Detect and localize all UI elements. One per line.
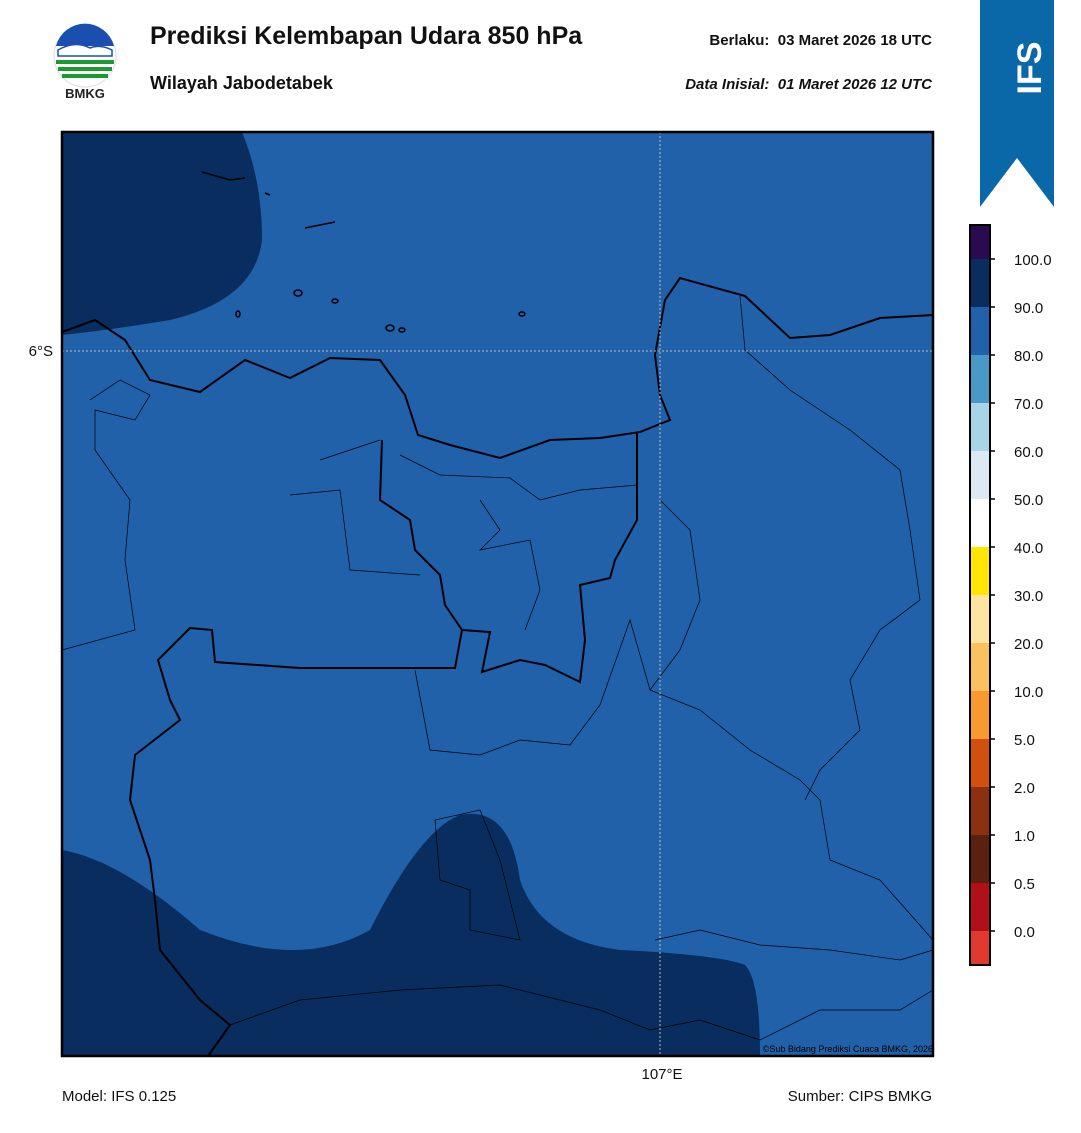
colorbar-tick-label: 100.0 xyxy=(1014,252,1052,269)
badge-text: IFS xyxy=(1011,42,1049,95)
colorbar-tick-label: 40.0 xyxy=(1014,540,1043,557)
colorbar-tick-label: 50.0 xyxy=(1014,492,1043,509)
colorbar-segment xyxy=(970,787,990,835)
colorbar-tick-label: 0.5 xyxy=(1014,876,1035,893)
credit: ©Sub Bidang Prediksi Cuaca BMKG, 2026 xyxy=(763,1044,933,1054)
colorbar-tick-label: 2.0 xyxy=(1014,780,1035,797)
map: ©Sub Bidang Prediksi Cuaca BMKG, 2026 xyxy=(60,130,935,1058)
init-time: Data Inisial: 01 Maret 2026 12 UTC xyxy=(685,76,933,93)
colorbar-tick-label: 90.0 xyxy=(1014,300,1043,317)
colorbar-segment xyxy=(970,451,990,499)
colorbar-segment xyxy=(970,595,990,643)
colorbar-segment xyxy=(970,307,990,355)
colorbar-segment xyxy=(970,547,990,595)
lat-label: 6°S xyxy=(29,343,53,360)
colorbar-segment xyxy=(970,403,990,451)
colorbar-tick-label: 80.0 xyxy=(1014,348,1043,365)
badge xyxy=(980,0,1054,207)
colorbar-segment xyxy=(970,931,990,965)
model-label: Model: IFS 0.125 xyxy=(62,1088,176,1105)
colorbar-tick-label: 0.0 xyxy=(1014,924,1035,941)
colorbar-segment xyxy=(970,883,990,931)
title: Prediksi Kelembapan Udara 850 hPa xyxy=(150,22,583,50)
logo-text: BMKG xyxy=(65,86,105,101)
colorbar-segment xyxy=(970,691,990,739)
colorbar-segment xyxy=(970,355,990,403)
colorbar-segment xyxy=(970,739,990,787)
colorbar-segment xyxy=(970,499,990,547)
source-label: Sumber: CIPS BMKG xyxy=(788,1088,932,1105)
colorbar-segment xyxy=(970,643,990,691)
colorbar-tick-label: 1.0 xyxy=(1014,828,1035,845)
colorbar: 0.0 0.5 1.0 2.0 5.0 10.0 20.0 30.0 40.0 50.0 60.0 7… xyxy=(969,224,1052,966)
logo: BMKG xyxy=(53,23,117,101)
colorbar-tick-label: 30.0 xyxy=(1014,588,1043,605)
colorbar-segment xyxy=(970,259,990,307)
colorbar-tick-label: 5.0 xyxy=(1014,732,1035,749)
colorbar-segment xyxy=(970,225,990,259)
colorbar-tick-label: 10.0 xyxy=(1014,684,1043,701)
colorbar-tick-label: 20.0 xyxy=(1014,636,1043,653)
valid-time: Berlaku: 03 Maret 2026 18 UTC xyxy=(709,32,932,49)
lon-label: 107°E xyxy=(641,1066,682,1083)
colorbar-segment xyxy=(970,835,990,883)
colorbar-tick-label: 70.0 xyxy=(1014,396,1043,413)
subtitle: Wilayah Jabodetabek xyxy=(150,73,334,93)
colorbar-tick-label: 60.0 xyxy=(1014,444,1043,461)
